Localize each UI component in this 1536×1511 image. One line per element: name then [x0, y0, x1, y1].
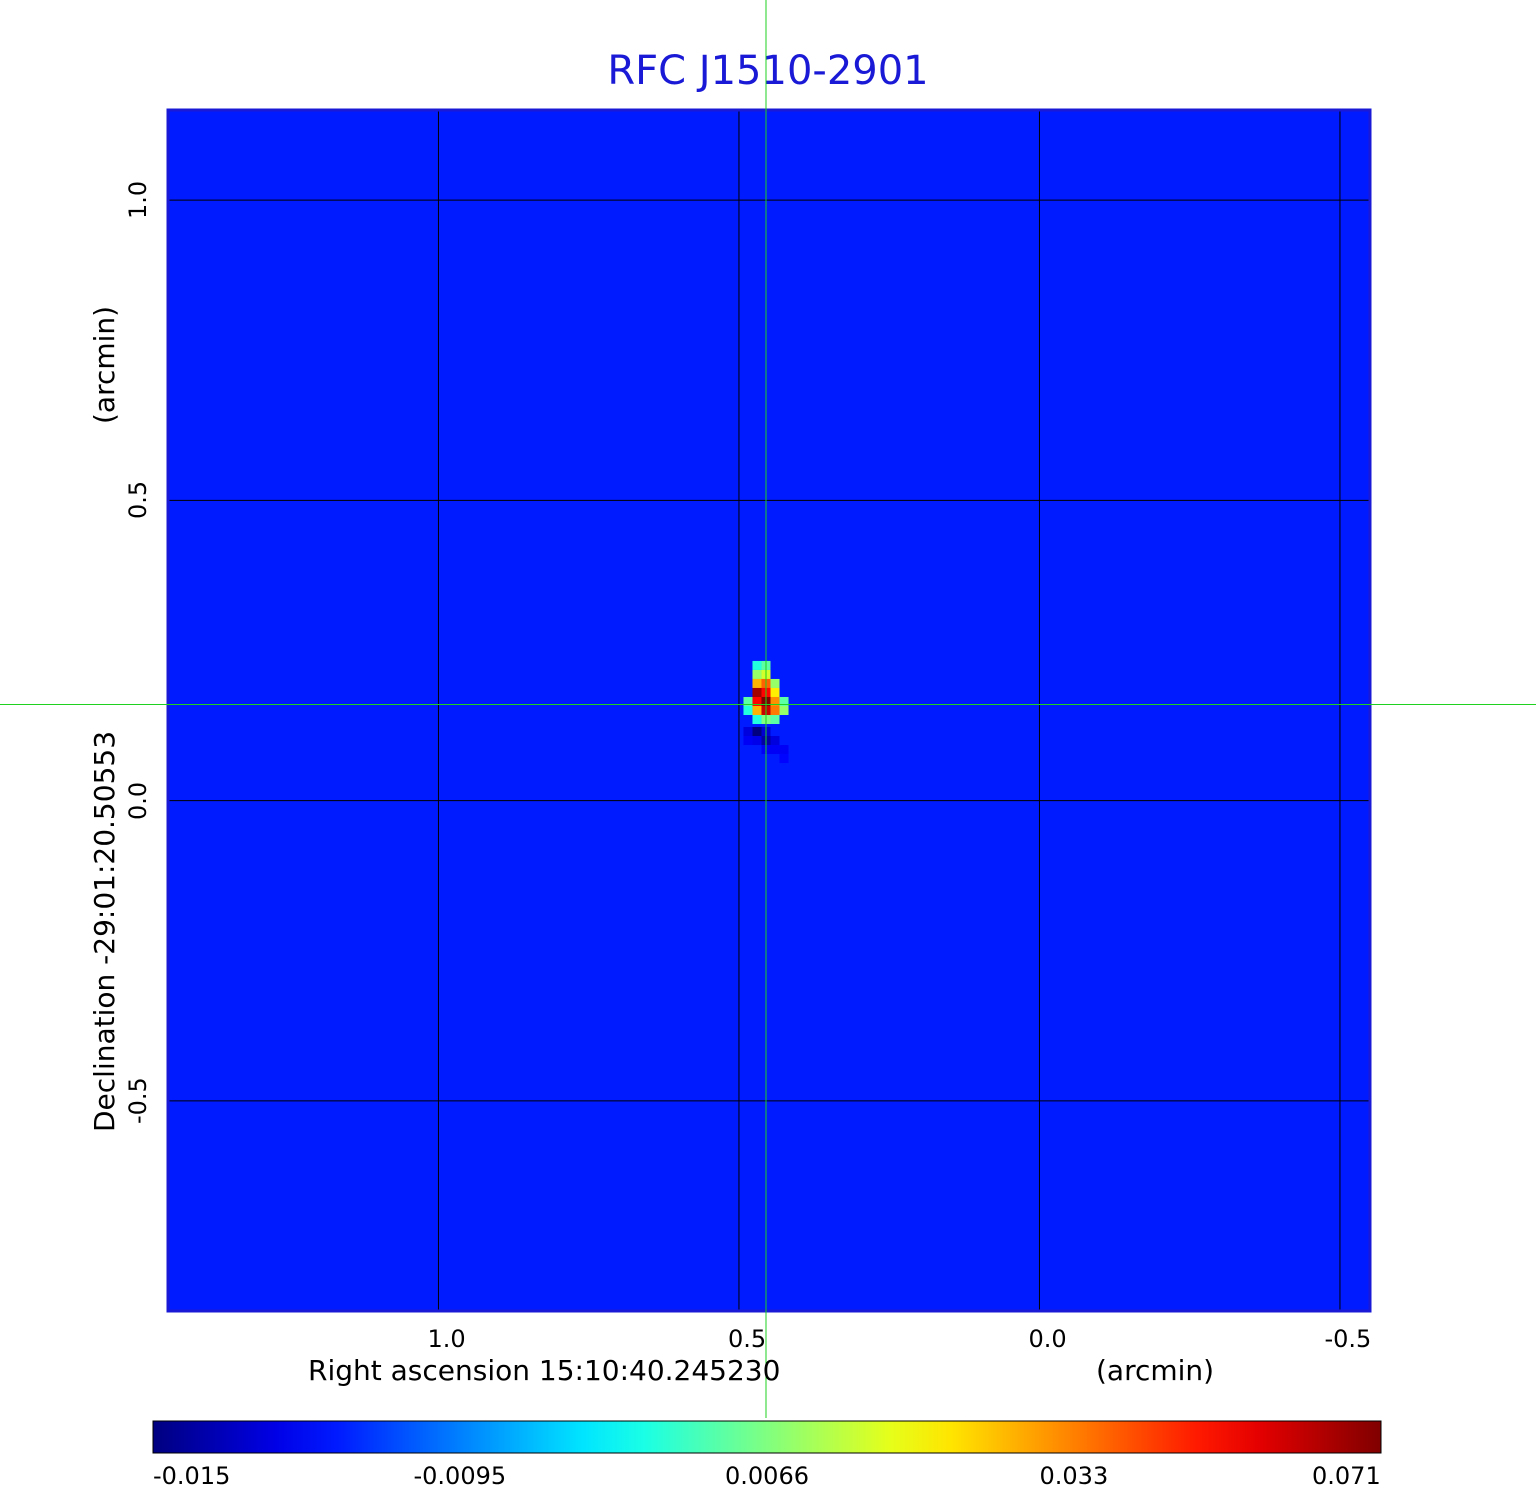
x-axis-label: Right ascension 15:10:40.245230: [308, 1354, 781, 1387]
source-pixel: [743, 696, 753, 706]
x-tick-label: 0.5: [727, 1325, 767, 1353]
source-pixel: [779, 745, 789, 755]
y-axis-unit: (arcmin): [88, 305, 121, 424]
source-pixel: [752, 660, 762, 670]
y-axis-label: Declination -29:01:20.50553: [88, 730, 121, 1132]
source-pixel: [743, 705, 753, 716]
colorbar-tick-label: -0.0095: [413, 1462, 507, 1490]
source-pixel: [752, 669, 762, 679]
y-tick-label: 0.0: [124, 781, 152, 820]
source-pixel: [770, 715, 780, 725]
source-pixel: [752, 715, 762, 725]
colorbar-tick-label: -0.015: [153, 1462, 231, 1490]
source-pixel: [770, 745, 780, 755]
source-pixel: [770, 687, 780, 697]
source-pixel: [743, 727, 753, 737]
source-pixel: [770, 696, 780, 706]
colorbar-tick-label: 0.071: [1312, 1462, 1381, 1490]
chart-title: RFC J1510-2901: [607, 48, 929, 94]
x-tick-label: 1.0: [427, 1325, 466, 1353]
source-pixel: [770, 678, 780, 688]
source-pixel: [752, 727, 762, 737]
x-tick-label: 0.0: [1028, 1325, 1067, 1353]
y-tick-label: 0.5: [124, 481, 152, 520]
plot-frame: [166, 108, 1372, 1313]
source-pixel: [770, 736, 780, 746]
source-pixel: [779, 705, 789, 716]
source-pixel: [752, 687, 762, 697]
source-pixel: [743, 736, 753, 746]
colorbar-tick-label: 0.0066: [725, 1462, 809, 1490]
source-pixel: [752, 678, 762, 688]
source-pixel: [752, 736, 762, 746]
source-pixel: [779, 696, 789, 706]
y-tick-label: 1.0: [124, 180, 152, 220]
source-pixel: [770, 705, 780, 716]
y-tick-label: -0.5: [124, 1077, 152, 1125]
colorbar: [152, 1420, 1382, 1454]
source-pixel: [779, 754, 789, 764]
x-tick-label: -0.5: [1324, 1325, 1372, 1353]
x-axis-unit: (arcmin): [1096, 1354, 1215, 1387]
source-pixel: [752, 696, 762, 706]
source-pixel: [752, 705, 762, 716]
colorbar-tick-label: 0.033: [1039, 1462, 1109, 1490]
